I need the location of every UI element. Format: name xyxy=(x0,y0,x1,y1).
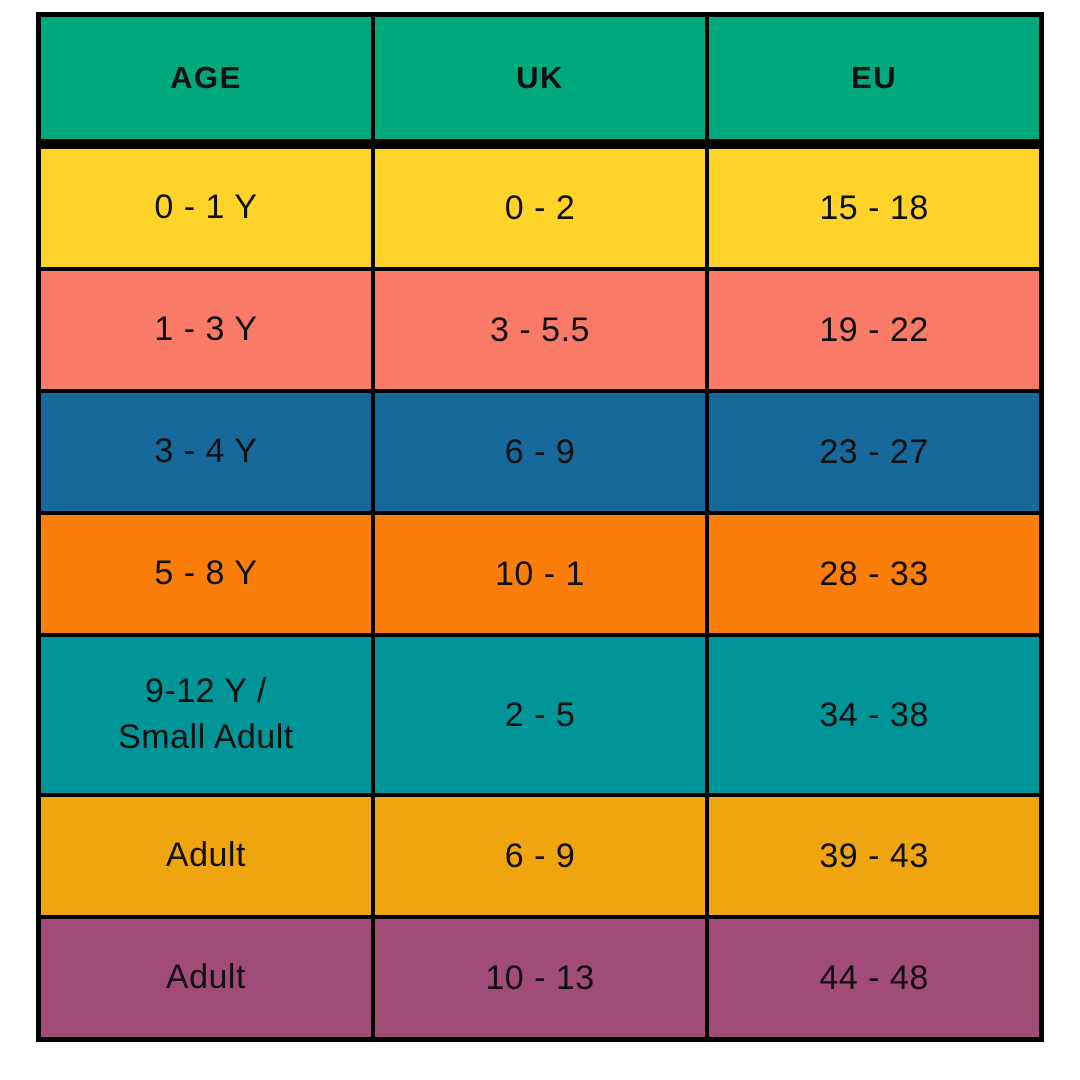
cell-eu: 19 - 22 xyxy=(705,267,1044,393)
table-row: 0 - 1 Y 0 - 2 15 - 18 xyxy=(36,142,1044,271)
cell-age-text: 1 - 3 Y xyxy=(154,310,258,349)
header-cell-uk: UK xyxy=(370,12,710,149)
cell-age: 5 - 8 Y xyxy=(36,511,375,637)
cell-age: Adult xyxy=(36,793,375,919)
cell-eu: 23 - 27 xyxy=(705,389,1044,515)
size-chart-table: AGE UK EU 0 - 1 Y 0 - 2 15 - 18 1 - 3 Y … xyxy=(36,12,1044,1042)
table-row: 5 - 8 Y 10 - 1 28 - 33 xyxy=(36,511,1044,637)
table-row: 3 - 4 Y 6 - 9 23 - 27 xyxy=(36,389,1044,515)
table-row: Adult 6 - 9 39 - 43 xyxy=(36,793,1044,919)
cell-age-text: Adult xyxy=(165,836,246,875)
cell-age: 9-12 Y / Small Adult xyxy=(36,633,375,797)
cell-uk: 6 - 9 xyxy=(370,389,710,515)
cell-eu: 28 - 33 xyxy=(705,511,1044,637)
cell-uk: 10 - 13 xyxy=(370,915,710,1042)
table-row: 9-12 Y / Small Adult 2 - 5 34 - 38 xyxy=(36,633,1044,797)
cell-uk: 10 - 1 xyxy=(370,511,710,637)
cell-age: Adult xyxy=(36,915,375,1042)
cell-uk: 2 - 5 xyxy=(370,633,710,797)
cell-age: 0 - 1 Y xyxy=(36,142,375,271)
table-header: AGE UK EU xyxy=(36,12,1044,149)
cell-uk: 0 - 2 xyxy=(370,142,710,271)
cell-age-text: 3 - 4 Y xyxy=(154,432,258,471)
cell-uk: 6 - 9 xyxy=(370,793,710,919)
cell-eu: 15 - 18 xyxy=(705,142,1044,271)
header-cell-eu: EU xyxy=(705,12,1044,149)
table-row: 1 - 3 Y 3 - 5.5 19 - 22 xyxy=(36,267,1044,393)
cell-age-text: 5 - 8 Y xyxy=(154,554,258,593)
table-body: 0 - 1 Y 0 - 2 15 - 18 1 - 3 Y 3 - 5.5 19… xyxy=(36,142,1044,1042)
header-cell-age: AGE xyxy=(36,12,375,149)
cell-uk: 3 - 5.5 xyxy=(370,267,710,393)
cell-age: 1 - 3 Y xyxy=(36,267,375,393)
cell-age-text: 0 - 1 Y xyxy=(154,188,258,227)
cell-eu: 34 - 38 xyxy=(705,633,1044,797)
table-row: Adult 10 - 13 44 - 48 xyxy=(36,915,1044,1042)
cell-eu: 44 - 48 xyxy=(705,915,1044,1042)
cell-age: 3 - 4 Y xyxy=(36,389,375,515)
cell-age-text: 9-12 Y / Small Adult xyxy=(118,672,294,756)
cell-eu: 39 - 43 xyxy=(705,793,1044,919)
cell-age-text: Adult xyxy=(165,958,246,997)
header-row: AGE UK EU xyxy=(36,12,1044,149)
